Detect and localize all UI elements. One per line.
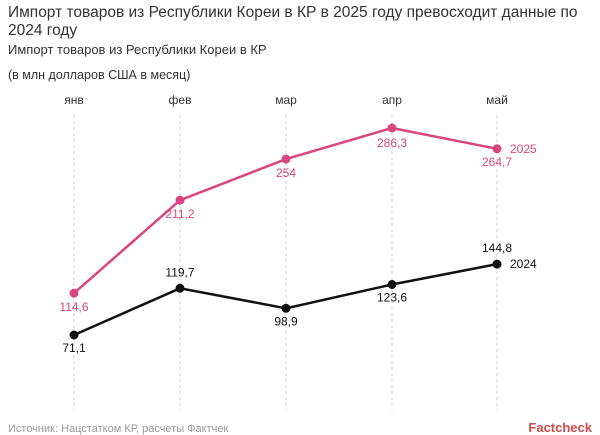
point-2025-2 — [281, 154, 291, 164]
data-labels: 114,6 211,2 254 286,3 264,7 71,1 119,7 98,9 123,… — [59, 136, 537, 355]
data-label-2025-3: 286,3 — [377, 136, 407, 150]
data-label-2024-4: 144,8 — [482, 241, 512, 255]
point-2024-3 — [387, 280, 397, 290]
source-note: Источник: Нацстатком КР, расчеты Фактчек — [8, 423, 229, 435]
point-2025-0 — [69, 288, 79, 298]
point-2024-0 — [69, 330, 79, 340]
series-name-2024: 2024 — [510, 257, 537, 271]
data-label-2024-0: 71,1 — [62, 341, 86, 355]
chart-title: Импорт товаров из Республики Кореи в КР … — [8, 4, 578, 39]
data-label-2025-1: 211,2 — [165, 207, 194, 221]
data-label-2024-3: 123,6 — [377, 291, 407, 305]
data-label-2025-2: 254 — [276, 166, 296, 180]
data-label-2024-2: 98,9 — [274, 314, 298, 328]
chart-subtitle: Импорт товаров из Республики Кореи в КР — [8, 42, 267, 57]
x-tick-label-0: янв — [64, 93, 84, 107]
series-lines — [69, 123, 502, 340]
unit-label: (в млн долларов США в месяц) — [8, 68, 191, 82]
data-label-2025-4: 264,7 — [482, 155, 512, 169]
x-tick-label-3: апр — [382, 93, 402, 107]
x-axis-labels: янв фев мар апр май — [64, 93, 508, 107]
point-2025-1 — [175, 195, 185, 205]
point-2024-4 — [492, 259, 502, 269]
point-2025-4 — [492, 144, 502, 154]
point-2024-2 — [281, 303, 291, 313]
grid-lines — [73, 115, 498, 410]
x-tick-label-4: май — [486, 93, 508, 107]
point-2024-1 — [175, 283, 185, 293]
brand-logo: Factcheck — [528, 420, 592, 435]
point-2025-3 — [387, 123, 397, 133]
series-name-2025: 2025 — [510, 142, 537, 156]
x-tick-label-2: мар — [275, 93, 297, 107]
data-label-2024-1: 119,7 — [165, 265, 194, 279]
x-tick-label-1: фев — [169, 93, 192, 107]
data-label-2025-0: 114,6 — [59, 300, 88, 314]
